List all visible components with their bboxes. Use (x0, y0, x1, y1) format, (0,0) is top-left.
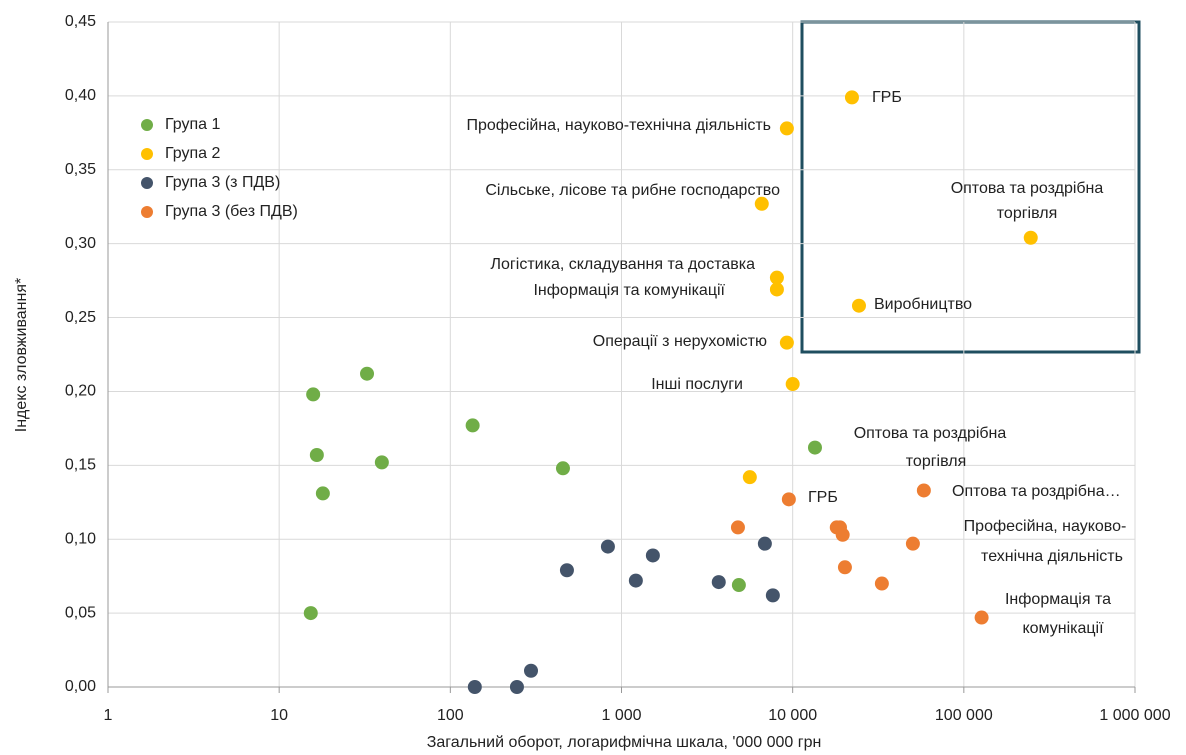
legend-label: Група 3 (з ПДВ) (165, 174, 280, 191)
legend-label: Група 1 (165, 116, 220, 133)
point (730, 520, 745, 535)
annotation: Професійна, науково- (964, 518, 1127, 535)
point (645, 548, 660, 563)
x-tick-label: 1 000 (601, 707, 641, 724)
annotation: торгівля (906, 453, 966, 470)
point (779, 335, 794, 350)
point (742, 470, 757, 485)
point (309, 447, 324, 462)
y-tick-label: 0,20 (65, 383, 96, 400)
y-axis-label: Індекс зловживання* (13, 278, 30, 432)
x-tick-label: 10 (270, 707, 288, 724)
y-tick-label: 0,40 (65, 87, 96, 104)
y-tick-label: 0,25 (65, 309, 96, 326)
annotation: Операції з нерухомістю (593, 333, 767, 350)
y-tick-label: 0,00 (65, 678, 96, 695)
point (600, 539, 615, 554)
point (524, 663, 539, 678)
point (315, 486, 330, 501)
annotation: Інші послуги (651, 376, 743, 393)
y-tick-label: 0,05 (65, 604, 96, 621)
annotation: Професійна, науково-технічна діяльність (466, 117, 771, 134)
legend-marker (141, 177, 153, 189)
point (765, 588, 780, 603)
point (807, 440, 822, 455)
legend-marker (141, 119, 153, 131)
point (844, 90, 859, 105)
y-tick-label: 0,15 (65, 457, 96, 474)
point (731, 578, 746, 593)
point (835, 527, 850, 542)
legend-label: Група 2 (165, 145, 220, 162)
point (785, 377, 800, 392)
point (559, 563, 574, 578)
annotation: Інформація та комунікації (533, 282, 725, 299)
y-tick-label: 0,30 (65, 235, 96, 252)
legend-marker (141, 148, 153, 160)
point (467, 680, 482, 694)
annotation: технічна діяльність (981, 548, 1123, 565)
point (360, 366, 375, 381)
point (754, 196, 769, 211)
point (769, 282, 784, 297)
point (465, 418, 480, 433)
annotation: Оптова та роздрібна (854, 425, 1007, 442)
annotation: Логістика, складування та доставка (491, 256, 756, 273)
point (851, 298, 866, 313)
point (837, 560, 852, 575)
legend-label: Група 3 (без ПДВ) (165, 203, 298, 220)
x-tick-label: 100 (437, 707, 464, 724)
point (874, 576, 889, 591)
x-tick-label: 100 000 (935, 707, 993, 724)
annotation: Виробництво (874, 296, 972, 313)
x-tick-label: 10 000 (768, 707, 817, 724)
point (974, 610, 989, 625)
point (905, 536, 920, 551)
point (779, 121, 794, 136)
point (306, 387, 321, 402)
annotation: ГРБ (872, 89, 902, 106)
point (555, 461, 570, 476)
annotation: Оптова та роздрібна… (952, 483, 1121, 500)
annotation: Оптова та роздрібна (951, 180, 1104, 197)
annotation: комунікації (1022, 620, 1104, 637)
y-tick-label: 0,35 (65, 161, 96, 178)
annotation: торгівля (997, 205, 1057, 222)
y-tick-label: 0,10 (65, 530, 96, 547)
point (628, 573, 643, 588)
point (711, 575, 726, 590)
point (781, 492, 796, 507)
point (769, 270, 784, 285)
x-tick-label: 1 000 000 (1099, 707, 1170, 724)
point (509, 680, 524, 694)
x-tick-label: 1 (104, 707, 113, 724)
point (916, 483, 931, 498)
point (374, 455, 389, 470)
legend-marker (141, 206, 153, 218)
annotation: ГРБ (808, 489, 838, 506)
y-tick-label: 0,45 (65, 13, 96, 30)
point (1023, 230, 1038, 245)
annotation: Інформація та (1005, 591, 1111, 608)
annotation: Сільське, лісове та рибне господарство (485, 182, 780, 199)
x-axis-label: Загальний оборот, логарифмічна шкала, '0… (427, 734, 822, 751)
point (757, 536, 772, 551)
point (303, 606, 318, 621)
